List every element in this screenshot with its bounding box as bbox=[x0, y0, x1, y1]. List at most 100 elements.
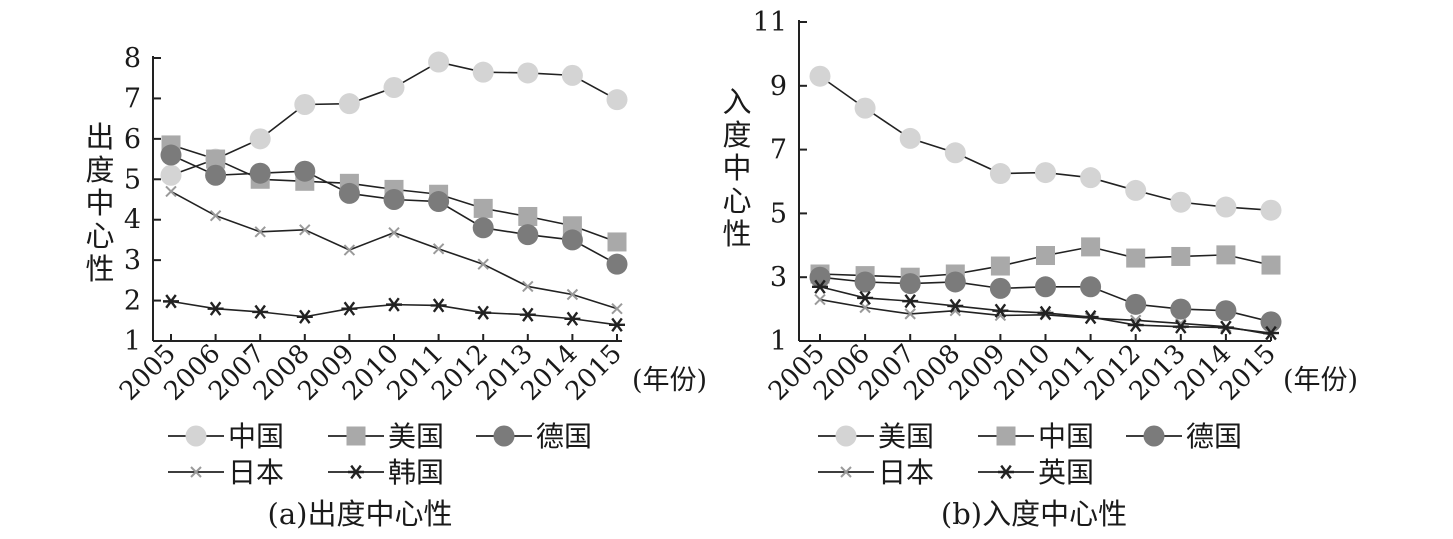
legend-label: 日本 bbox=[228, 456, 284, 489]
y-tick-label: 1 bbox=[124, 326, 141, 357]
data-point-德国 bbox=[517, 224, 539, 246]
data-point-德国 bbox=[1260, 311, 1282, 333]
data-point-韩国 bbox=[341, 301, 358, 316]
legend-label: 日本 bbox=[878, 456, 934, 489]
panel-caption: (a)出度中心性 bbox=[268, 497, 453, 531]
data-point-德国 bbox=[854, 271, 876, 293]
data-point-日本 bbox=[343, 244, 356, 256]
data-point-韩国 bbox=[163, 294, 179, 309]
y-tick-label: 3 bbox=[770, 262, 787, 293]
data-point-中国 bbox=[517, 62, 539, 84]
data-point-英国 bbox=[1082, 309, 1099, 325]
legend-label: 德国 bbox=[536, 420, 592, 453]
data-point-德国 bbox=[249, 162, 271, 184]
legend-label: 中国 bbox=[1038, 420, 1094, 453]
data-point-德国 bbox=[160, 144, 182, 166]
data-point-英国 bbox=[1127, 317, 1144, 333]
data-point-德国 bbox=[1080, 276, 1102, 298]
data-point-美国 bbox=[989, 163, 1011, 185]
data-point-日本 bbox=[994, 309, 1007, 322]
data-point-英国 bbox=[902, 294, 919, 309]
series-line-日本 bbox=[819, 298, 1272, 336]
legend-label: 美国 bbox=[878, 420, 934, 453]
data-point-韩国 bbox=[386, 297, 402, 312]
legend-marker bbox=[185, 425, 207, 447]
data-point-中国 bbox=[561, 64, 583, 86]
data-point-德国 bbox=[1125, 293, 1147, 315]
legend-label: 中国 bbox=[228, 420, 284, 453]
data-point-韩国 bbox=[296, 309, 313, 324]
data-point-美国 bbox=[899, 127, 921, 149]
y-axis-label: 出度中心性 bbox=[85, 120, 114, 286]
data-point-日本 bbox=[522, 280, 534, 293]
data-point-中国 bbox=[249, 128, 271, 150]
data-point-中国 bbox=[1261, 255, 1281, 275]
data-point-中国 bbox=[1036, 246, 1055, 266]
data-point-中国 bbox=[338, 93, 360, 115]
legend-marker bbox=[190, 466, 202, 478]
data-point-中国 bbox=[1081, 237, 1101, 257]
data-point-德国 bbox=[383, 189, 405, 210]
data-point-中国 bbox=[990, 256, 1010, 276]
data-point-韩国 bbox=[475, 305, 492, 320]
data-point-英国 bbox=[992, 303, 1009, 318]
data-point-中国 bbox=[428, 51, 450, 73]
data-point-德国 bbox=[1170, 298, 1192, 320]
data-point-英国 bbox=[947, 298, 964, 314]
data-point-日本 bbox=[299, 224, 311, 236]
data-point-韩国 bbox=[252, 304, 269, 320]
data-point-日本 bbox=[814, 293, 826, 306]
y-tick-label: 3 bbox=[124, 245, 141, 276]
legend-label: 美国 bbox=[388, 420, 444, 453]
data-point-德国 bbox=[428, 191, 450, 213]
data-point-德国 bbox=[809, 266, 831, 288]
y-tick-label: 7 bbox=[124, 83, 141, 114]
data-point-美国 bbox=[1125, 179, 1147, 201]
legend-label: 德国 bbox=[1186, 420, 1242, 453]
legend-marker bbox=[835, 425, 857, 447]
data-point-韩国 bbox=[564, 311, 581, 326]
data-point-韩国 bbox=[609, 317, 625, 332]
data-point-德国 bbox=[606, 253, 628, 275]
x-axis-unit: (年份) bbox=[1283, 365, 1358, 396]
data-point-日本 bbox=[165, 185, 177, 198]
legend-marker bbox=[346, 426, 366, 446]
data-point-美国 bbox=[473, 198, 493, 218]
data-point-英国 bbox=[1037, 305, 1054, 321]
data-point-韩国 bbox=[207, 301, 224, 316]
data-point-日本 bbox=[388, 226, 400, 239]
data-point-美国 bbox=[944, 142, 966, 164]
data-point-韩国 bbox=[519, 307, 536, 322]
data-point-中国 bbox=[472, 61, 494, 83]
panel-b: 1357911200520062007200820092010201120122… bbox=[722, 7, 1358, 531]
data-point-英国 bbox=[1172, 319, 1189, 334]
data-point-德国 bbox=[338, 182, 360, 204]
legend-marker bbox=[348, 464, 364, 480]
data-point-英国 bbox=[857, 290, 874, 306]
data-point-美国 bbox=[1215, 196, 1237, 218]
data-point-日本 bbox=[949, 304, 962, 317]
data-point-美国 bbox=[518, 206, 538, 226]
data-point-日本 bbox=[477, 258, 489, 270]
legend-marker bbox=[493, 425, 515, 447]
data-point-日本 bbox=[209, 209, 222, 222]
data-point-日本 bbox=[566, 288, 579, 301]
data-point-德国 bbox=[989, 277, 1011, 299]
data-point-英国 bbox=[1217, 320, 1234, 335]
legend-label: 英国 bbox=[1038, 456, 1094, 489]
y-tick-label: 11 bbox=[753, 7, 787, 38]
data-point-美国 bbox=[854, 97, 876, 119]
data-point-德国 bbox=[294, 160, 316, 182]
data-point-德国 bbox=[899, 273, 921, 295]
data-point-德国 bbox=[472, 217, 494, 239]
data-point-德国 bbox=[205, 164, 227, 186]
y-tick-label: 7 bbox=[770, 135, 787, 166]
data-point-中国 bbox=[606, 89, 628, 111]
data-point-日本 bbox=[1129, 314, 1142, 326]
y-tick-label: 5 bbox=[770, 198, 787, 229]
data-point-中国 bbox=[1216, 245, 1236, 265]
data-point-中国 bbox=[1171, 246, 1191, 266]
data-point-英国 bbox=[1263, 325, 1279, 341]
data-point-美国 bbox=[206, 149, 226, 169]
y-axis-label: 入度中心性 bbox=[722, 85, 751, 251]
